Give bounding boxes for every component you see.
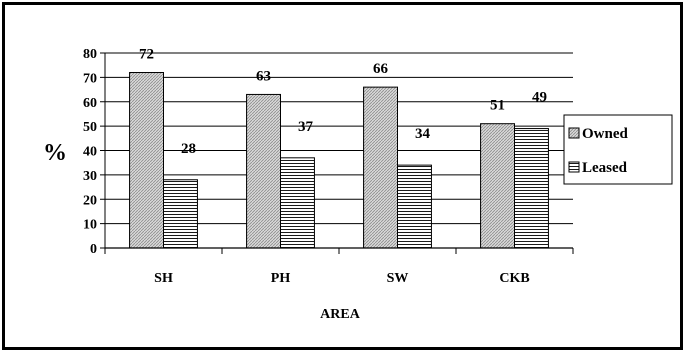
y-tick-label: 10 (83, 218, 97, 233)
y-tick-label: 30 (83, 169, 97, 184)
axes (100, 52, 574, 254)
legend-label-leased: Leased (582, 160, 628, 176)
legend-swatch-owned (568, 127, 580, 139)
legend-swatch-leased (568, 161, 580, 173)
bar-owned-sw (363, 86, 399, 249)
data-label-leased-ph: 37 (298, 119, 314, 135)
x-tick-label-sh: SH (154, 271, 173, 286)
y-tick-label: 70 (83, 71, 97, 86)
x-tick-label-sw: SW (387, 271, 409, 286)
y-axis-label: % (43, 140, 67, 166)
y-tick-label: 50 (83, 120, 97, 135)
bar-leased-ckb (514, 128, 549, 249)
x-tick-label-ph: PH (271, 271, 291, 286)
y-tick-label: 80 (83, 47, 97, 62)
data-label-owned-sw: 66 (373, 61, 389, 77)
bar-owned-ph (246, 93, 282, 249)
bar-owned-sh (129, 72, 165, 249)
data-label-owned-ckb: 51 (490, 98, 505, 114)
legend: Owned Leased (563, 114, 673, 185)
data-label-owned-ph: 63 (256, 68, 271, 84)
y-tick-label: 20 (83, 193, 97, 208)
data-label-leased-sh: 28 (181, 141, 196, 157)
x-tick-label-ckb: CKB (499, 271, 529, 286)
y-tick-label: 60 (83, 96, 97, 111)
x-tick-labels: SH PH SW CKB (154, 271, 530, 286)
bar-owned-ckb (480, 123, 516, 249)
bars (129, 72, 549, 249)
legend-box (563, 114, 673, 185)
y-tick-label: 40 (83, 145, 97, 160)
data-labels: 72 28 63 37 66 34 51 49 (139, 47, 547, 157)
legend-label-owned: Owned (582, 126, 629, 142)
bar-leased-sh (163, 179, 198, 249)
x-axis-label: AREA (320, 307, 361, 322)
y-tick-label: 0 (90, 242, 97, 257)
bar-leased-ph (280, 157, 315, 249)
data-label-leased-sw: 34 (415, 126, 431, 142)
y-tick-labels: 0 10 20 30 40 50 60 70 80 (83, 47, 97, 257)
data-label-leased-ckb: 49 (532, 90, 547, 106)
bar-leased-sw (397, 164, 432, 249)
data-label-owned-sh: 72 (139, 47, 154, 63)
